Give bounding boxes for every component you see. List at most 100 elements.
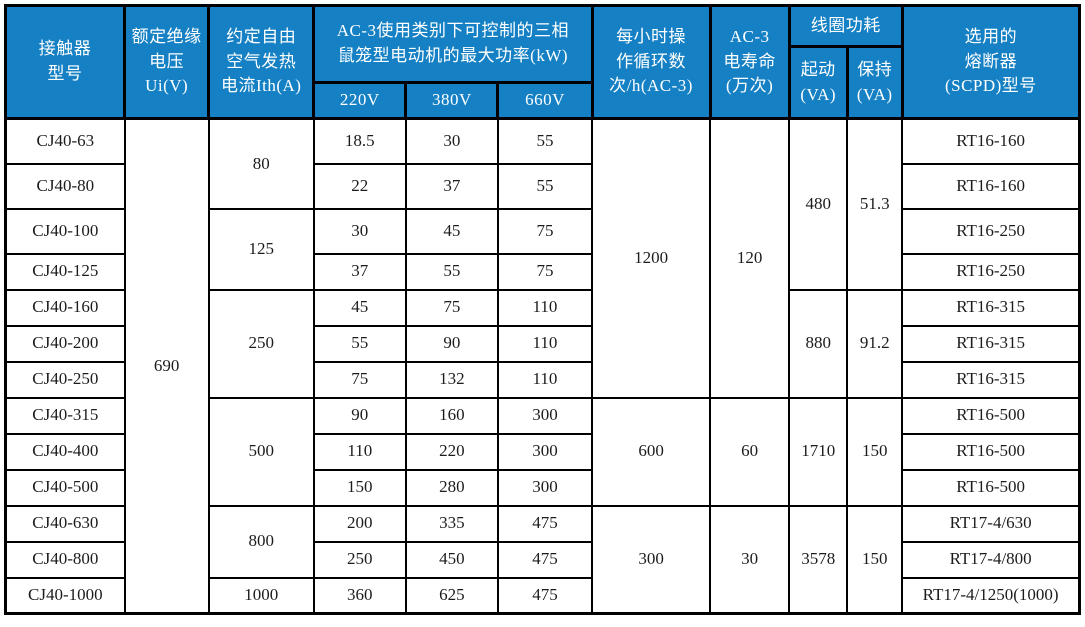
kw380-cell: 90 bbox=[404, 324, 499, 363]
kw380-cell: 132 bbox=[404, 360, 499, 399]
fuse-cell: RT16-315 bbox=[901, 360, 1081, 399]
fuse-cell: RT16-315 bbox=[901, 288, 1081, 327]
table-row: CJ40-200 55 90 110 RT16-315 bbox=[4, 324, 1081, 363]
kw220-cell: 22 bbox=[312, 162, 407, 210]
kw220-cell: 37 bbox=[312, 252, 407, 291]
contactor-spec-table: 接触器 型号 额定绝缘 电压Ui(V) 约定自由 空气发热 电流Ith(A) A… bbox=[3, 4, 1082, 615]
kw380-cell: 220 bbox=[404, 432, 499, 471]
header-row-1: 接触器 型号 额定绝缘 电压Ui(V) 约定自由 空气发热 电流Ith(A) A… bbox=[3, 4, 1082, 120]
table-row: CJ40-400 110 220 300 RT16-500 bbox=[4, 432, 1081, 471]
header-coil-hold: 保持 (VA) bbox=[845, 45, 904, 120]
model-cell: CJ40-800 bbox=[4, 540, 126, 579]
voltage-cell: 690 bbox=[123, 117, 210, 615]
kw660-cell: 75 bbox=[496, 207, 594, 255]
table-row: CJ40-100 125 30 45 75 RT16-250 bbox=[4, 207, 1081, 291]
model-cell: CJ40-630 bbox=[4, 504, 126, 543]
header-fuse: 选用的 熔断器 (SCPD)型号 bbox=[900, 4, 1082, 120]
model-cell: CJ40-500 bbox=[4, 468, 126, 507]
kw380-cell: 335 bbox=[404, 504, 499, 543]
kw380-cell: 625 bbox=[404, 576, 499, 615]
ith-cell: 250 bbox=[207, 288, 315, 399]
coil-start-cell: 880 bbox=[788, 288, 849, 399]
kw660-cell: 75 bbox=[496, 252, 594, 291]
header-row-2: 起动 (VA) 保持 (VA) bbox=[6, 45, 1080, 120]
header-coil-start: 起动 (VA) bbox=[787, 45, 849, 120]
coil-start-cell: 480 bbox=[788, 117, 849, 291]
table-row: CJ40-630 800 200 335 475 300 30 3578 150 RT17-4/6… bbox=[4, 504, 1081, 615]
kw220-cell: 200 bbox=[312, 504, 407, 543]
kw220-cell: 110 bbox=[312, 432, 407, 471]
table-row: CJ40-500 150 280 300 RT16-500 bbox=[4, 468, 1081, 507]
header-life: AC-3 电寿命 (万次) bbox=[708, 4, 791, 120]
table-body: CJ40-63 690 80 18.5 30 55 1200 120 480 51.3 RT16-1… bbox=[4, 117, 1081, 615]
kw380-cell: 160 bbox=[404, 396, 499, 435]
fuse-cell: RT16-160 bbox=[901, 162, 1081, 210]
header-ith: 约定自由 空气发热 电流Ith(A) bbox=[207, 4, 316, 120]
kw220-cell: 360 bbox=[312, 576, 407, 615]
fuse-cell: RT16-160 bbox=[901, 117, 1081, 165]
ith-cell: 80 bbox=[207, 117, 315, 210]
coil-hold-cell: 51.3 bbox=[846, 117, 904, 291]
coil-hold-cell: 150 bbox=[846, 396, 904, 507]
coil-start-cell: 3578 bbox=[788, 504, 849, 615]
kw380-cell: 30 bbox=[404, 117, 499, 165]
kw220-cell: 75 bbox=[312, 360, 407, 399]
kw220-cell: 30 bbox=[312, 207, 407, 255]
table-row: CJ40-125 37 55 75 RT16-250 bbox=[4, 252, 1081, 291]
header-kw-220: 220V bbox=[312, 81, 408, 120]
kw660-cell: 110 bbox=[496, 324, 594, 363]
kw380-cell: 450 bbox=[404, 540, 499, 579]
coil-hold-cell: 150 bbox=[846, 504, 904, 615]
kw220-cell: 250 bbox=[312, 540, 407, 579]
header-voltage: 额定绝缘 电压Ui(V) bbox=[123, 4, 211, 120]
table-row: CJ40-160 250 45 75 110 880 91.2 RT16-315 bbox=[4, 288, 1081, 399]
kw380-cell: 37 bbox=[404, 162, 499, 210]
kw380-cell: 280 bbox=[404, 468, 499, 507]
header-coil-group: 线圈功耗 bbox=[787, 4, 904, 48]
coil-start-cell: 1710 bbox=[788, 396, 849, 507]
model-cell: CJ40-400 bbox=[4, 432, 126, 471]
fuse-cell: RT16-500 bbox=[901, 468, 1081, 507]
fuse-cell: RT17-4/630 bbox=[901, 504, 1081, 543]
model-cell: CJ40-80 bbox=[4, 162, 126, 210]
cycles-cell: 600 bbox=[591, 396, 712, 507]
fuse-cell: RT16-500 bbox=[901, 396, 1081, 435]
fuse-cell: RT16-250 bbox=[901, 207, 1081, 255]
cycles-cell: 300 bbox=[591, 504, 712, 615]
table-row: CJ40-63 690 80 18.5 30 55 1200 120 480 51.3 RT16-1… bbox=[4, 117, 1081, 615]
life-cell: 60 bbox=[709, 396, 791, 507]
kw220-cell: 150 bbox=[312, 468, 407, 507]
life-cell: 30 bbox=[709, 504, 791, 615]
coil-hold-cell: 91.2 bbox=[846, 288, 904, 399]
kw660-cell: 300 bbox=[496, 468, 594, 507]
model-cell: CJ40-200 bbox=[4, 324, 126, 363]
kw660-cell: 55 bbox=[496, 162, 594, 210]
model-cell: CJ40-250 bbox=[4, 360, 126, 399]
kw220-cell: 55 bbox=[312, 324, 407, 363]
cycles-cell: 1200 bbox=[591, 117, 712, 399]
kw660-cell: 110 bbox=[496, 288, 594, 327]
model-cell: CJ40-125 bbox=[4, 252, 126, 291]
kw660-cell: 55 bbox=[496, 117, 594, 165]
kw660-cell: 475 bbox=[496, 504, 594, 543]
model-cell: CJ40-100 bbox=[4, 207, 126, 255]
header-model: 接触器 型号 bbox=[3, 4, 127, 120]
kw220-cell: 90 bbox=[312, 396, 407, 435]
kw660-cell: 110 bbox=[496, 360, 594, 399]
kw380-cell: 75 bbox=[404, 288, 499, 327]
kw660-cell: 475 bbox=[496, 540, 594, 579]
fuse-cell: RT17-4/1250(1000) bbox=[901, 576, 1081, 615]
kw660-cell: 300 bbox=[496, 432, 594, 471]
model-cell: CJ40-1000 bbox=[4, 576, 126, 615]
fuse-cell: RT16-315 bbox=[901, 324, 1081, 363]
table-header: 接触器 型号 额定绝缘 电压Ui(V) 约定自由 空气发热 电流Ith(A) A… bbox=[3, 4, 1082, 120]
kw660-cell: 300 bbox=[496, 396, 594, 435]
table-row: CJ40-800 250 450 475 RT17-4/800 bbox=[4, 540, 1081, 579]
ith-cell: 800 bbox=[207, 504, 315, 579]
kw380-cell: 55 bbox=[404, 252, 499, 291]
table-row: CJ40-1000 1000 360 625 475 RT17-4/1250(1000) bbox=[4, 576, 1081, 615]
model-cell: CJ40-315 bbox=[4, 396, 126, 435]
kw220-cell: 45 bbox=[312, 288, 407, 327]
table-row: CJ40-315 500 90 160 300 600 60 1710 150 RT16-500 bbox=[4, 396, 1081, 507]
